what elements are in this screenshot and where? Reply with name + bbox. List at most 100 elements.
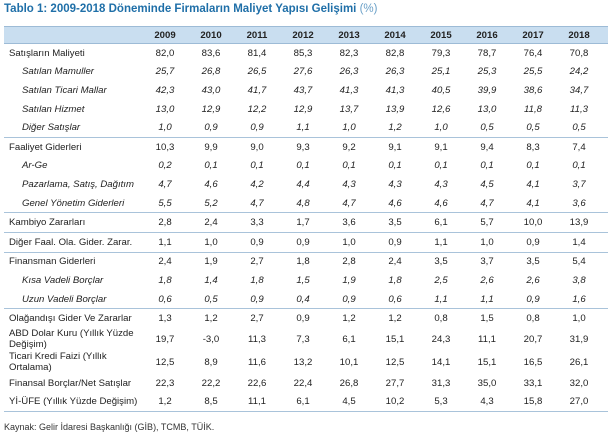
- table-cell: 1,7: [296, 217, 310, 229]
- table-cell: 78,7: [477, 47, 497, 59]
- table-cell: 33,1: [523, 377, 543, 389]
- table-cell: 15,8: [523, 396, 543, 408]
- table-cell: 1,0: [572, 313, 586, 325]
- table-cell: 15,1: [385, 333, 405, 345]
- table-cell: 0,9: [526, 236, 540, 248]
- table-cell: 1,8: [296, 256, 310, 268]
- row-label: Finansman Giderleri: [9, 256, 96, 268]
- table-cell: 1,4: [572, 236, 586, 248]
- table-row: Finansal Borçlar/Net Satışlar 22,3 22,2 22,…: [4, 374, 608, 393]
- year-header: 2018: [568, 29, 590, 41]
- source-note: Kaynak: Gelir İdaresi Başkanlığı (GİB), …: [4, 422, 215, 432]
- table-cell: 22,2: [201, 377, 221, 389]
- table-cell: 9,4: [480, 141, 494, 153]
- table-cell: 11,3: [570, 103, 588, 115]
- table-cell: 2,7: [250, 256, 264, 268]
- row-label: Genel Yönetim Giderleri: [22, 197, 125, 209]
- table-cell: 1,0: [158, 122, 172, 134]
- table-cell: 0,1: [572, 160, 586, 172]
- table-cell: 5,4: [572, 256, 586, 268]
- table-cell: 12,5: [155, 356, 175, 368]
- table-cell: 11,1: [478, 333, 496, 345]
- table-cell: 0,2: [158, 160, 172, 172]
- table-cell: 3,5: [526, 256, 540, 268]
- table-cell: 6,1: [296, 396, 310, 408]
- table-cell: 0,9: [388, 236, 402, 248]
- row-label-line: Ticari Kredi Faizi (Yıllık: [9, 351, 107, 363]
- table-cell: 9,1: [434, 141, 448, 153]
- row-label: Olağandışı Gider Ve Zararlar: [9, 313, 132, 325]
- table-cell: 4,3: [480, 396, 494, 408]
- table-cell: 70,8: [569, 47, 589, 59]
- table-cell: 24,2: [569, 66, 589, 78]
- table-cell: 25,7: [155, 66, 175, 78]
- table-cell: 83,6: [201, 47, 221, 59]
- table-cell: 12,2: [247, 103, 267, 115]
- table-cell: 2,4: [158, 256, 172, 268]
- table-cell: 11,1: [248, 396, 266, 408]
- table-cell: 4,8: [296, 197, 310, 209]
- table-cell: 3,5: [434, 256, 448, 268]
- table-cell: 10,1: [339, 356, 359, 368]
- table-cell: 11,8: [524, 103, 542, 115]
- row-label: Kambiyo Zararları: [9, 217, 86, 229]
- table-cell: 9,3: [296, 141, 310, 153]
- table-cell: 1,0: [342, 122, 356, 134]
- table-row: Genel Yönetim Giderleri 5,5 5,2 4,7 4,8 4,7 4,…: [4, 194, 608, 213]
- table-cell: 2,4: [204, 217, 218, 229]
- year-header: 2015: [430, 29, 452, 41]
- table-row: Kambiyo Zararları 2,8 2,4 3,3 1,7 3,6 3,5 6,1 5,…: [4, 212, 608, 232]
- table-cell: 1,1: [296, 122, 310, 134]
- table-cell: 0,9: [296, 313, 310, 325]
- table-row: ABD Dolar Kuru (Yıllık Yüzde Değişim) 19,7…: [4, 328, 608, 351]
- table-row: Ticari Kredi Faizi (Yıllık Ortalama) 12,5 8…: [4, 351, 608, 374]
- table-cell: 1,5: [296, 274, 310, 286]
- table-cell: 12,9: [201, 103, 221, 115]
- table-cell: 82,3: [339, 47, 359, 59]
- table-cell: 1,1: [480, 293, 494, 305]
- table-cell: 43,0: [201, 84, 221, 96]
- table-cell: 10,3: [155, 141, 175, 153]
- row-label: Finansal Borçlar/Net Satışlar: [9, 377, 132, 389]
- table-cell: 0,6: [158, 293, 172, 305]
- table-cell: 13,0: [155, 103, 175, 115]
- table-cell: 26,8: [201, 66, 221, 78]
- year-header: 2011: [246, 29, 268, 41]
- table-cell: 2,8: [158, 217, 172, 229]
- table-cell: 2,6: [526, 274, 540, 286]
- table-cell: 3,7: [480, 256, 494, 268]
- table-cell: 0,9: [296, 236, 310, 248]
- table-cell: 9,9: [204, 141, 218, 153]
- table-cell: 1,8: [388, 274, 402, 286]
- row-label: Satışların Maliyeti: [9, 47, 85, 59]
- table-row: Satılan Hizmet 13,0 12,9 12,2 12,9 13,7 13,9 12…: [4, 100, 608, 119]
- table-cell: 6,1: [434, 217, 448, 229]
- table-cell: 22,4: [293, 377, 313, 389]
- table-cell: 1,8: [250, 274, 264, 286]
- table-cell: 27,0: [569, 396, 589, 408]
- table-cell: 1,2: [388, 122, 402, 134]
- table-cell: 82,0: [155, 47, 175, 59]
- table-cell: 3,8: [572, 274, 586, 286]
- table-cell: 2,7: [250, 313, 264, 325]
- row-label: Faaliyet Giderleri: [9, 141, 82, 153]
- table-cell: 39,9: [477, 84, 497, 96]
- table-cell: 82,8: [385, 47, 405, 59]
- table-cell: 32,0: [569, 377, 589, 389]
- table-cell: 7,3: [296, 333, 310, 345]
- table-cell: 13,9: [569, 217, 589, 229]
- cost-structure-table: 2009 2010 2011 2012 2013 2014 2015 2016 …: [4, 26, 608, 413]
- table-cell: 0,5: [204, 293, 218, 305]
- table-cell: 5,7: [480, 217, 494, 229]
- table-row: Ar-Ge 0,2 0,1 0,1 0,1 0,1 0,1 0,1 0,1 0,1 0,1: [4, 157, 608, 176]
- table-cell: 42,3: [155, 84, 175, 96]
- table-cell: 9,1: [388, 141, 402, 153]
- table-cell: 0,5: [526, 122, 540, 134]
- table-cell: 3,3: [250, 217, 264, 229]
- table-cell: 9,0: [250, 141, 264, 153]
- table-cell: 12,6: [431, 103, 451, 115]
- table-cell: 3,6: [572, 197, 586, 209]
- table-cell: 41,7: [247, 84, 267, 96]
- year-header: 2013: [338, 29, 360, 41]
- table-cell: 0,1: [342, 160, 356, 172]
